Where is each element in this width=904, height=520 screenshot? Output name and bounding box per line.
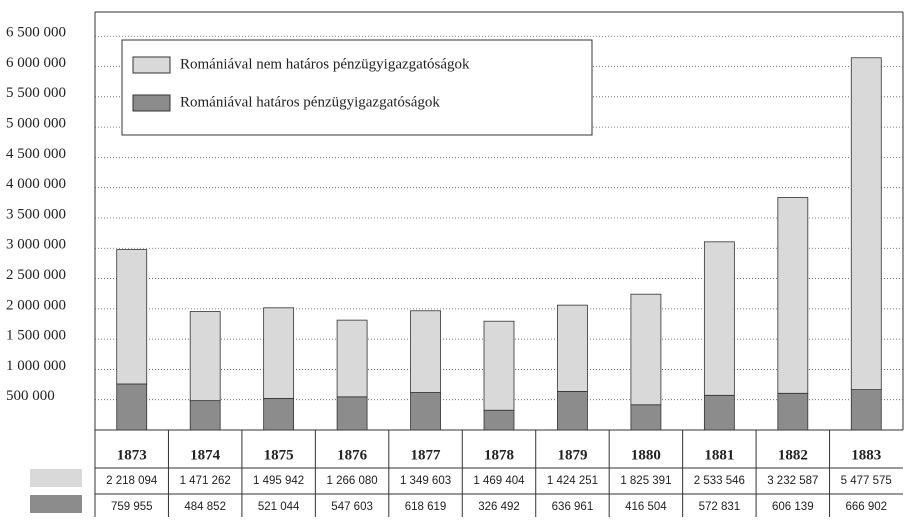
- x-tick-label: 1883: [851, 447, 881, 463]
- x-tick-label: 1881: [704, 447, 734, 463]
- legend-box: [121, 39, 593, 136]
- legend-swatch: [132, 56, 171, 74]
- y-tick-label: 6 000 000: [6, 55, 66, 71]
- x-tick-label: 1882: [778, 447, 808, 463]
- table-value: 2 218 094: [106, 475, 158, 487]
- bar-segment: [263, 307, 295, 399]
- table-value: 1 424 251: [547, 475, 598, 487]
- y-tick-label: 6 500 000: [6, 25, 66, 41]
- y-tick-label: 1 000 000: [6, 358, 66, 374]
- bar-segment: [777, 197, 809, 394]
- table-value: 666 902: [845, 501, 887, 513]
- legend-label: Romániával nem határos pénzügyigazgatósá…: [180, 56, 470, 72]
- table-value: 2 533 546: [694, 475, 745, 487]
- table-value: 484 852: [184, 501, 226, 513]
- x-tick-label: 1878: [484, 447, 514, 463]
- bar-segment: [189, 311, 221, 402]
- table-swatch: [30, 495, 82, 513]
- legend-swatch: [132, 94, 171, 112]
- bar-segment: [483, 320, 515, 411]
- x-tick-label: 1875: [264, 447, 294, 463]
- table-value: 1 495 942: [253, 475, 304, 487]
- x-tick-label: 1879: [557, 447, 587, 463]
- y-tick-label: 5 500 000: [6, 85, 66, 101]
- y-tick-label: 1 500 000: [6, 328, 66, 344]
- bar-segment: [557, 304, 588, 392]
- x-tick-label: 1876: [337, 447, 368, 463]
- x-tick-label: 1874: [190, 447, 221, 463]
- bar-segment: [483, 409, 515, 431]
- x-tick-label: 1877: [411, 447, 442, 463]
- y-tick-label: 4 000 000: [6, 176, 66, 192]
- table-value: 1 266 080: [327, 475, 378, 487]
- table-swatch: [30, 469, 82, 487]
- table-value: 1 471 262: [180, 475, 231, 487]
- bar-segment: [557, 391, 588, 431]
- y-tick-label: 4 500 000: [6, 146, 66, 162]
- bar-segment: [336, 396, 368, 431]
- table-value: 636 961: [552, 501, 594, 513]
- bar-segment: [189, 400, 221, 431]
- bar-segment: [410, 392, 441, 431]
- table-value: 521 044: [258, 501, 300, 513]
- table-value: 618 619: [405, 501, 447, 513]
- table-value: 1 469 404: [473, 475, 525, 487]
- bar-segment: [410, 310, 441, 393]
- y-tick-label: 5 000 000: [6, 116, 66, 132]
- y-tick-label: 2 500 000: [6, 267, 66, 283]
- x-tick-label: 1880: [631, 447, 661, 463]
- bar-segment: [630, 293, 662, 406]
- y-tick-label: 500 000: [6, 388, 55, 404]
- table-value: 1 825 391: [620, 475, 671, 487]
- bar-segment: [116, 383, 148, 431]
- table-value: 1 349 603: [400, 475, 451, 487]
- bar-segment: [850, 389, 882, 431]
- table-value: 547 603: [331, 501, 373, 513]
- bar-segment: [336, 319, 368, 398]
- bar-segment: [703, 394, 735, 431]
- table-value: 5 477 575: [841, 475, 892, 487]
- bar-segment: [777, 392, 809, 431]
- table-value: 572 831: [699, 501, 741, 513]
- table-value: 416 504: [625, 501, 667, 513]
- table-value: 759 955: [111, 501, 153, 513]
- bar-segment: [703, 241, 735, 396]
- table-value: 606 139: [772, 501, 814, 513]
- legend-label: Romániával határos pénzügyigazgatóságok: [180, 94, 440, 110]
- y-tick-label: 3 500 000: [6, 206, 66, 222]
- table-value: 3 232 587: [767, 475, 818, 487]
- bar-segment: [850, 57, 882, 390]
- y-tick-label: 2 000 000: [6, 297, 66, 313]
- bar-segment: [116, 249, 148, 385]
- x-tick-label: 1873: [117, 447, 147, 463]
- bar-segment: [630, 404, 662, 431]
- table-value: 326 492: [478, 501, 520, 513]
- y-tick-label: 3 000 000: [6, 237, 66, 253]
- bar-segment: [263, 398, 295, 431]
